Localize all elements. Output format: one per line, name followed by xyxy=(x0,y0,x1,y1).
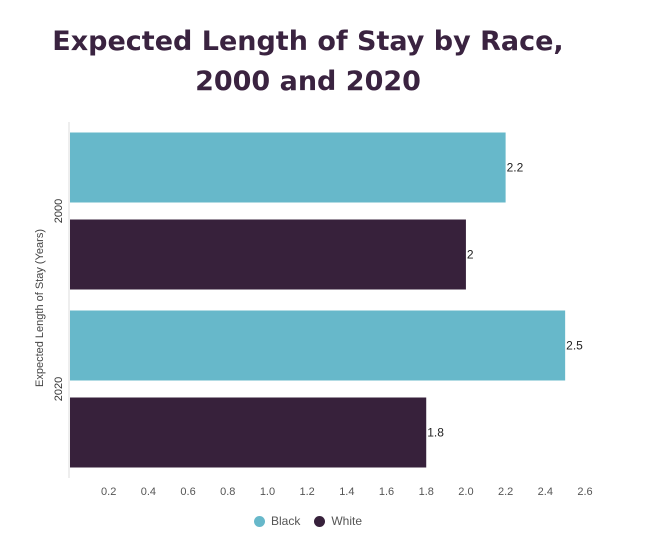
x-tick-label: 1.4 xyxy=(339,486,354,498)
x-tick-label: 1.2 xyxy=(300,486,315,498)
legend-item-white[interactable]: White xyxy=(314,514,362,528)
x-tick-label: 2.4 xyxy=(538,486,553,498)
legend-swatch-white xyxy=(314,515,326,527)
x-tick-label: 0.2 xyxy=(101,486,116,498)
x-tick-label: 1.0 xyxy=(260,486,275,498)
data-label-black-2000: 2.2 xyxy=(507,161,524,175)
chart-title-line-2: 2000 and 2020 xyxy=(195,66,421,97)
x-tick-label: 0.4 xyxy=(141,486,156,498)
x-tick-label: 1.8 xyxy=(419,486,434,498)
bar-black-2020[interactable] xyxy=(70,310,566,381)
bar-white-2000[interactable] xyxy=(70,219,466,290)
legend: Black White xyxy=(0,514,616,528)
x-tick-label: 2.0 xyxy=(458,486,473,498)
y-category-label: 2000 xyxy=(53,199,65,223)
y-axis-title: Expected Length of Stay (Years) xyxy=(34,229,46,387)
chart-title: Expected Length of Stay by Race, 2000 an… xyxy=(0,22,616,102)
x-tick-label: 0.6 xyxy=(180,486,195,498)
legend-label-black: Black xyxy=(270,514,301,528)
y-category-label: 2020 xyxy=(53,377,65,401)
data-label-white-2000: 2 xyxy=(467,248,474,262)
bar-white-2020[interactable] xyxy=(70,397,427,468)
legend-swatch-black xyxy=(253,515,265,527)
x-tick-label: 2.6 xyxy=(577,486,592,498)
x-tick-label: 2.2 xyxy=(498,486,513,498)
x-tick-label: 1.6 xyxy=(379,486,394,498)
chart-title-line-1: Expected Length of Stay by Race, xyxy=(52,26,564,57)
bar-black-2000[interactable] xyxy=(70,132,506,203)
data-label-black-2020: 2.5 xyxy=(566,339,583,353)
x-tick-label: 0.8 xyxy=(220,486,235,498)
data-label-white-2020: 1.8 xyxy=(427,426,444,440)
legend-label-white: White xyxy=(331,514,363,528)
legend-item-black[interactable]: Black xyxy=(253,514,301,528)
